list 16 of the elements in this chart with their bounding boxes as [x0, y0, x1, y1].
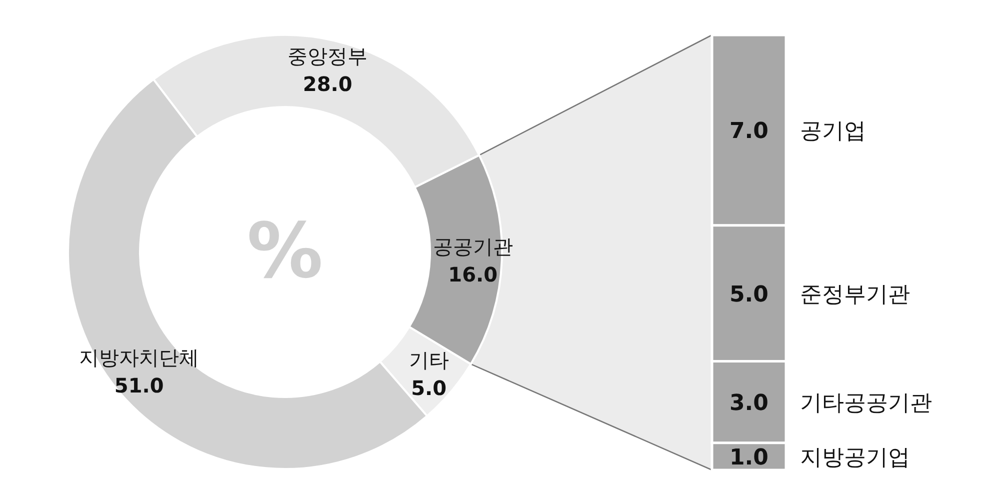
- slice-label: 기타: [408, 348, 449, 372]
- slice-label: 지방자치단체: [79, 346, 200, 370]
- data-label: 7.0: [730, 119, 768, 144]
- text: %: [246, 206, 324, 295]
- slice-label: 중앙정부: [288, 44, 368, 68]
- data-label: 5.0: [411, 376, 447, 400]
- data-label: 1.0: [730, 445, 768, 470]
- series-label: 기타공공기관: [800, 391, 932, 416]
- data-label: 3.0: [730, 391, 768, 416]
- data-label: 5.0: [730, 282, 768, 308]
- data-label: 16.0: [448, 262, 498, 287]
- data-label: 28.0: [302, 72, 352, 96]
- series-label: 공기업: [800, 119, 866, 144]
- series-label: 준정부기관: [800, 282, 910, 308]
- series-label: 지방공기업: [800, 445, 910, 470]
- data-label: 51.0: [114, 374, 164, 398]
